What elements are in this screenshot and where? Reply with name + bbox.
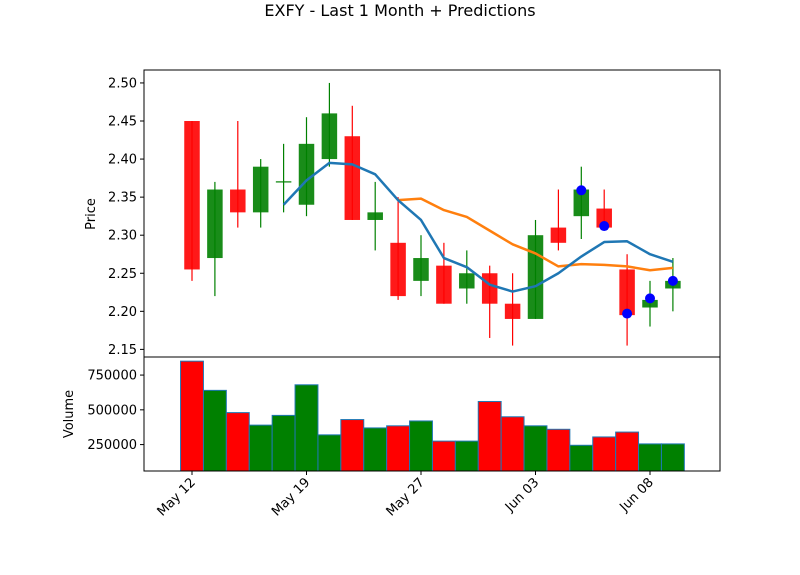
volume-bar [340,419,365,472]
prediction-point [622,308,633,319]
xtick-label: May 19 [269,475,313,519]
xtick-label: May 27 [384,475,428,519]
volume-bar [569,444,594,472]
candle-body [619,269,635,316]
price-ytick-label: 2.25 [108,267,137,282]
candle-body [298,143,315,205]
price-ytick-label: 2.20 [108,305,137,320]
candle-body [413,258,429,281]
volume-bar [431,440,456,472]
xtick-label: May 12 [155,475,199,519]
prediction-point [599,221,610,232]
candle-body [504,303,521,319]
volume-bar [638,443,662,472]
candle-body [390,242,406,297]
prediction-point [645,293,655,304]
candle-body [252,166,269,213]
volume-bar [546,428,571,472]
chart-title: EXFY - Last 1 Month + Predictions [264,1,535,20]
candle-body [481,273,498,304]
volume-bar [386,425,411,472]
volume-bar [592,436,617,472]
volume-bar [615,431,640,472]
ma-long-line [398,197,674,272]
volume-axis-label: Volume [62,390,77,438]
volume-bar [409,420,433,472]
price-ytick-label: 2.40 [108,153,137,168]
price-ytick-label: 2.35 [108,191,137,206]
candle-body [321,113,338,160]
candle-body [436,265,452,304]
volume-panel: 250000 500000 750000 [87,356,721,472]
volume-bar [180,360,204,472]
candle-body [367,212,383,220]
xtick-label: Jun 08 [617,475,657,515]
candle-body [184,121,200,270]
candle-body [527,235,544,319]
candle-body [550,227,567,243]
price-ytick-label: 2.50 [108,76,137,91]
volume-bar [660,443,685,472]
volume-bar [477,400,502,472]
price-ytick-label: 2.15 [108,343,137,358]
candle-body [573,189,590,217]
volume-bar [202,389,227,472]
volume-bar [523,425,548,472]
prediction-point [576,185,587,196]
volume-ytick-label: 250000 [87,438,137,453]
price-ytick-label: 2.30 [108,229,137,244]
candle-body [230,189,246,213]
volume-bar [248,424,273,472]
volume-bar [500,416,525,472]
candle-body [344,136,361,220]
volume-bar [294,384,319,472]
volume-bar [363,427,388,472]
xtick-label: Jun 03 [502,475,542,515]
volume-bar [225,412,250,472]
candle-body [642,299,658,308]
volume-ytick-label: 500000 [87,403,137,418]
x-axis: May 12 May 19 May 27 Jun 03 Jun 08 [155,471,657,519]
candle-body [459,273,475,289]
candle-body [207,189,223,259]
volume-ytick-label: 750000 [87,369,137,384]
volume-bar [317,434,342,472]
volume-plot-border [143,356,721,472]
price-axis-label: Price [84,198,99,230]
volume-bar [454,440,479,472]
volume-bar [271,414,296,472]
candle-body [596,208,612,228]
price-panel: 2.15 2.20 2.25 2.30 2.35 2.40 2.45 2.50 [108,69,721,358]
prediction-point [667,275,678,286]
ma-short-line [282,161,674,293]
price-ytick-label: 2.45 [108,115,137,130]
